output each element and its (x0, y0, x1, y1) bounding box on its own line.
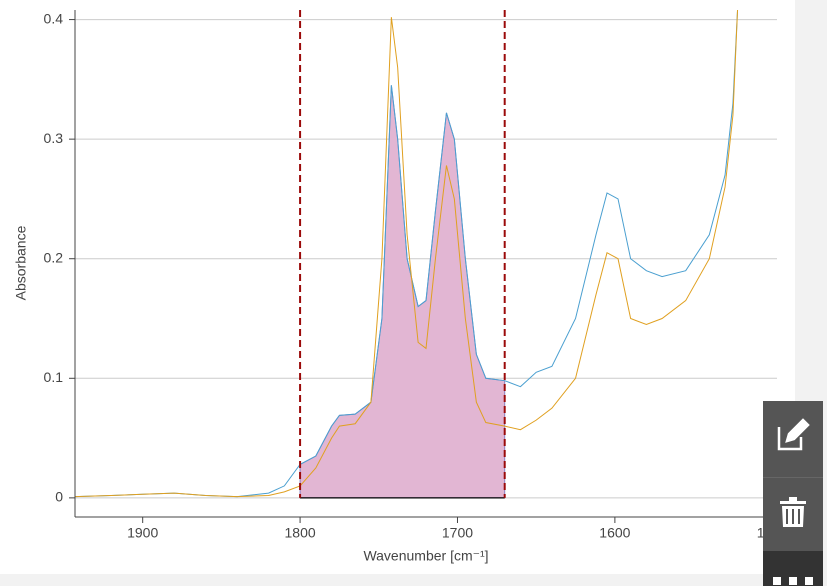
toolbar (763, 401, 823, 586)
chart: Absorbance Wavenumber [cm⁻¹] 0 0.1 0.2 0.3 0… (0, 0, 795, 574)
x-tick-label: 1900 (127, 525, 158, 541)
spectrum-line (75, 10, 739, 498)
dot (805, 577, 813, 585)
plot-area (75, 10, 739, 499)
y-axis-label: Absorbance (13, 225, 29, 300)
x-axis-label: Wavenumber [cm⁻¹] (363, 548, 488, 564)
x-tick-label: 1600 (599, 525, 630, 541)
y-tick-label: 0.2 (44, 249, 64, 265)
dot (789, 577, 797, 585)
toolbar-icons (763, 418, 823, 586)
separator (763, 477, 823, 478)
y-tick-label: 0 (55, 489, 63, 505)
spectrum-line (75, 10, 739, 498)
y-tick-label: 0.1 (44, 369, 64, 385)
delete-button[interactable] (780, 497, 806, 527)
y-tick-label: 0.4 (44, 10, 64, 26)
x-tick-label: 1800 (285, 525, 316, 541)
x-tick-label: 1700 (442, 525, 473, 541)
edit-button[interactable] (777, 418, 810, 451)
dot (773, 577, 781, 585)
y-tick-label: 0.3 (44, 130, 64, 146)
